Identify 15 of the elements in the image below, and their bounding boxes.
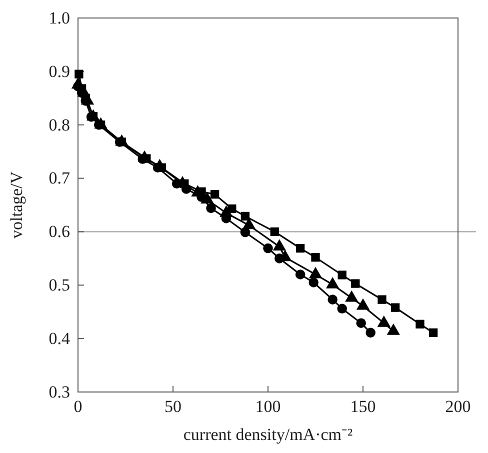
- y-tick-label: 0.3: [48, 382, 70, 402]
- x-axis-title: current density/mA·cm⁻²: [183, 425, 353, 444]
- x-tick-label: 100: [255, 397, 281, 416]
- y-axis-title: voltage/V: [7, 170, 26, 239]
- y-tick-label: 0.6: [48, 222, 70, 242]
- y-tick-label: 1.0: [48, 8, 70, 28]
- x-tick-label: 0: [74, 397, 82, 416]
- x-tick-label: 150: [350, 397, 376, 416]
- x-tick-label: 50: [164, 397, 182, 416]
- y-tick-label: 0.8: [48, 115, 70, 134]
- y-tick-label: 0.4: [48, 329, 70, 348]
- x-tick-label: 200: [445, 397, 471, 416]
- y-tick-label: 0.7: [48, 168, 70, 188]
- y-tick-label: 0.5: [48, 276, 70, 295]
- y-tick-label: 0.9: [48, 62, 70, 81]
